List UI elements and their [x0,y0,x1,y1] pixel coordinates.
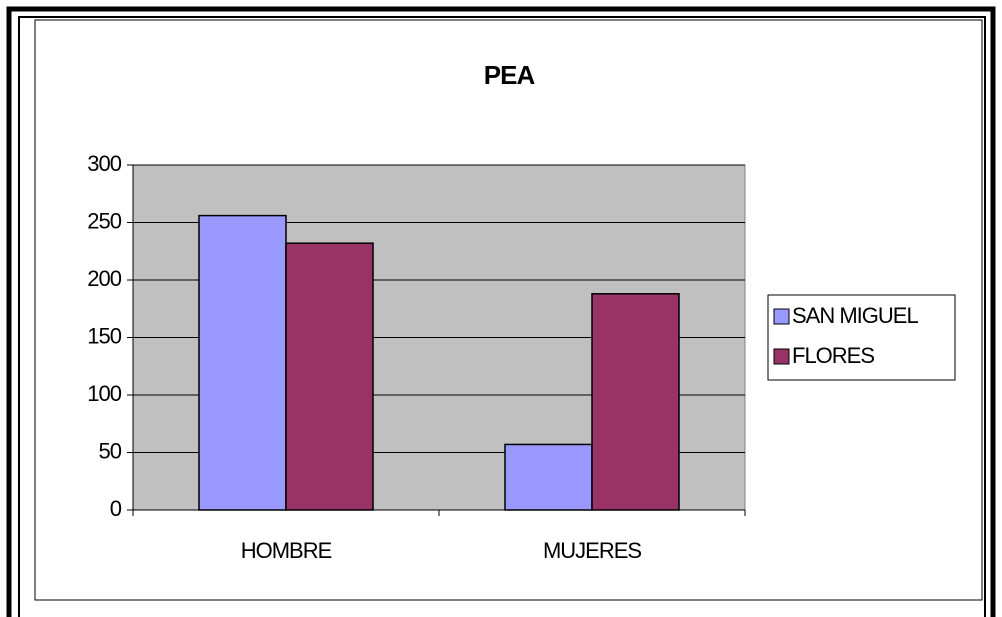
legend-swatch [773,348,790,365]
bar [591,293,680,511]
y-tick-label: 250 [87,208,121,233]
chart-title: PEA [484,60,536,90]
bar [285,242,374,511]
inner-frame [18,16,986,617]
legend-box [767,294,956,381]
legend-label: FLORES [792,343,874,368]
x-tick-label: HOMBRE [241,538,332,563]
bar [504,443,593,511]
y-tick-label: 200 [87,266,121,291]
x-tick-label: MUJERES [543,538,641,563]
y-tick-label: 50 [99,438,122,463]
legend-label: SAN MIGUEL [792,303,918,328]
y-tick-label: 300 [87,151,121,176]
y-tick-label: 0 [110,496,122,521]
y-tick-label: 100 [87,381,121,406]
y-tick-label: 150 [87,323,121,348]
outer-frame [6,6,996,617]
bar [198,214,287,511]
legend-swatch [773,308,790,325]
